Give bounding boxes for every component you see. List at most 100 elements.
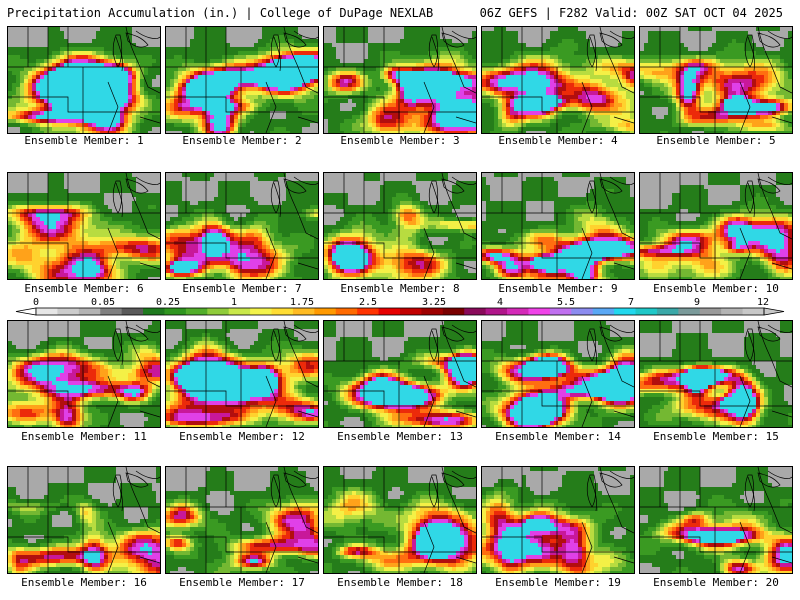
map-panel <box>165 466 319 574</box>
state-boundaries <box>482 321 634 427</box>
state-boundaries <box>166 173 318 279</box>
colorbar-swatch <box>442 308 465 315</box>
precip-field <box>482 321 634 427</box>
precip-field <box>324 321 476 427</box>
precip-field <box>640 173 792 279</box>
lake-huron-outline <box>125 472 149 488</box>
lake-michigan-outline <box>112 328 123 362</box>
precip-field <box>8 321 160 427</box>
lake-huron-outline <box>125 32 149 48</box>
precip-field <box>8 173 160 279</box>
state-boundaries <box>8 321 160 427</box>
lake-huron-outline <box>757 326 781 342</box>
lake-huron-outline <box>599 32 623 48</box>
colorbar-swatch <box>292 308 315 315</box>
panel-caption: Ensemble Member: 5 <box>638 134 794 147</box>
colorbar-swatch <box>400 308 422 315</box>
map-panel <box>323 26 477 134</box>
colorbar-swatch <box>78 308 101 315</box>
lake-michigan-outline <box>428 34 439 68</box>
colorbar-swatch <box>485 308 508 315</box>
precip-field <box>166 321 318 427</box>
map-panel <box>323 466 477 574</box>
colorbar-tick-label: 5.5 <box>557 297 575 308</box>
map-panel <box>165 26 319 134</box>
state-boundaries <box>8 467 160 573</box>
precip-field <box>640 27 792 133</box>
panel-caption: Ensemble Member: 7 <box>164 282 320 295</box>
colorbar-swatch <box>185 308 208 315</box>
map-panel <box>481 26 635 134</box>
lake-michigan-outline <box>744 474 755 508</box>
colorbar-swatch <box>721 308 744 315</box>
lake-michigan-outline <box>744 180 755 214</box>
colorbar-swatch <box>121 308 144 315</box>
colorbar-tick-label: 1.75 <box>290 297 314 308</box>
lake-huron-outline <box>283 472 307 488</box>
state-boundaries <box>166 321 318 427</box>
map-panel <box>323 172 477 280</box>
state-boundaries <box>640 27 792 133</box>
colorbar-swatch <box>207 308 230 315</box>
lake-huron-outline <box>599 178 623 194</box>
state-boundaries <box>640 321 792 427</box>
map-panel <box>7 466 161 574</box>
panel-caption: Ensemble Member: 6 <box>6 282 162 295</box>
panel-caption: Ensemble Member: 2 <box>164 134 320 147</box>
panel-caption: Ensemble Member: 9 <box>480 282 636 295</box>
colorbar-swatch <box>143 308 165 315</box>
panel-caption: Ensemble Member: 16 <box>6 576 162 589</box>
panel-caption: Ensemble Member: 11 <box>6 430 162 443</box>
colorbar-tick-label: 0.05 <box>91 297 115 308</box>
lake-michigan-outline <box>744 328 755 362</box>
lake-michigan-outline <box>428 474 439 508</box>
precip-field <box>482 173 634 279</box>
lake-huron-outline <box>125 178 149 194</box>
map-panel <box>481 466 635 574</box>
state-boundaries <box>482 27 634 133</box>
colorbar-swatch <box>656 308 679 315</box>
map-panel <box>481 172 635 280</box>
lake-huron-outline <box>283 32 307 48</box>
colorbar-tick-label: 0 <box>33 297 39 308</box>
precip-field <box>482 27 634 133</box>
state-boundaries <box>640 173 792 279</box>
panel-caption: Ensemble Member: 20 <box>638 576 794 589</box>
lake-michigan-outline <box>270 474 281 508</box>
state-boundaries <box>8 173 160 279</box>
map-panel <box>165 320 319 428</box>
panel-caption: Ensemble Member: 1 <box>6 134 162 147</box>
lake-michigan-outline <box>586 180 597 214</box>
panel-caption: Ensemble Member: 13 <box>322 430 478 443</box>
colorbar <box>15 307 785 316</box>
colorbar-swatch <box>742 308 765 315</box>
map-panel <box>481 320 635 428</box>
precip-field <box>324 173 476 279</box>
colorbar-swatch <box>314 308 337 315</box>
lake-huron-outline <box>757 178 781 194</box>
precip-field <box>166 173 318 279</box>
panel-caption: Ensemble Member: 19 <box>480 576 636 589</box>
state-boundaries <box>8 27 160 133</box>
panel-caption: Ensemble Member: 12 <box>164 430 320 443</box>
precip-field <box>8 467 160 573</box>
colorbar-tick-label: 2.5 <box>359 297 377 308</box>
colorbar-swatch <box>100 308 123 315</box>
map-panel <box>639 466 793 574</box>
colorbar-swatch <box>614 308 637 315</box>
state-boundaries <box>324 321 476 427</box>
map-panel <box>7 26 161 134</box>
colorbar-swatch <box>571 308 594 315</box>
lake-michigan-outline <box>112 180 123 214</box>
lake-michigan-outline <box>112 34 123 68</box>
colorbar-swatch <box>549 308 572 315</box>
colorbar-swatch <box>699 308 722 315</box>
state-boundaries <box>324 467 476 573</box>
colorbar-swatch <box>228 308 251 315</box>
lake-huron-outline <box>441 178 465 194</box>
lake-michigan-outline <box>270 328 281 362</box>
lake-huron-outline <box>599 472 623 488</box>
panel-caption: Ensemble Member: 8 <box>322 282 478 295</box>
colorbar-swatch <box>678 308 701 315</box>
panel-caption: Ensemble Member: 15 <box>638 430 794 443</box>
